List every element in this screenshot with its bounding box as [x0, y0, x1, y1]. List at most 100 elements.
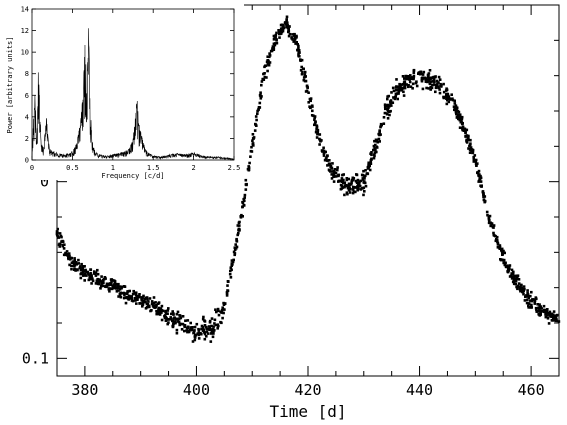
data-point [295, 34, 298, 38]
data-point [266, 61, 270, 64]
data-point [351, 188, 355, 191]
data-point [193, 336, 197, 339]
data-point [415, 84, 419, 88]
data-point [187, 330, 191, 334]
data-point [431, 83, 434, 87]
data-point [421, 87, 425, 91]
data-point [79, 276, 83, 280]
data-point [272, 38, 276, 41]
data-point [189, 326, 193, 329]
data-point [534, 306, 538, 310]
data-point [434, 86, 438, 90]
data-point [242, 197, 245, 201]
data-point [384, 107, 387, 111]
data-point [220, 311, 224, 314]
data-point [70, 264, 73, 268]
data-point [152, 296, 156, 299]
data-point [89, 268, 93, 271]
data-point [364, 169, 367, 172]
data-point [454, 104, 458, 107]
data-point [419, 70, 423, 74]
data-point [214, 323, 218, 327]
main-chart: 380 400 420 440 460 00.1 Time [d] [22, 4, 561, 421]
data-point [411, 87, 414, 90]
data-point [61, 244, 65, 248]
data-point [526, 289, 529, 292]
data-point [210, 317, 214, 320]
data-point [275, 38, 278, 41]
data-point [530, 290, 533, 294]
data-point [372, 148, 375, 152]
data-point [253, 129, 257, 132]
data-point [391, 86, 395, 90]
data-point [111, 285, 114, 289]
data-point [101, 284, 105, 288]
inset-x-axis-title: Frequency [c/d] [101, 172, 164, 180]
data-point [193, 325, 197, 329]
data-point [518, 287, 522, 291]
data-point [82, 273, 86, 277]
data-point [205, 327, 208, 331]
data-point [487, 221, 491, 225]
data-point [479, 176, 483, 180]
data-point [287, 25, 291, 28]
data-point [457, 116, 460, 119]
data-point [74, 268, 78, 271]
data-point [97, 282, 101, 286]
data-point [350, 183, 353, 186]
data-point [538, 305, 541, 308]
data-point [477, 173, 480, 177]
data-point [332, 173, 335, 177]
data-point [68, 254, 71, 258]
data-point [436, 82, 439, 85]
data-point [332, 171, 336, 175]
data-point [157, 309, 160, 312]
data-point [100, 275, 103, 278]
data-point [546, 317, 550, 320]
data-point [495, 235, 499, 239]
data-point [118, 292, 122, 296]
data-point [208, 319, 212, 323]
data-point [316, 130, 320, 134]
data-point [122, 291, 126, 295]
data-point [446, 92, 449, 96]
data-point [84, 268, 87, 272]
data-point [427, 75, 430, 78]
data-point [266, 69, 269, 73]
data-point [115, 290, 119, 293]
data-point [296, 48, 299, 52]
data-point [285, 25, 289, 29]
data-point [369, 162, 373, 165]
data-point [504, 261, 507, 265]
data-point [92, 272, 96, 275]
data-point [160, 304, 164, 308]
data-point [507, 267, 510, 271]
data-point [147, 304, 151, 308]
data-point [249, 155, 252, 158]
data-point [98, 279, 102, 283]
data-point [91, 277, 94, 280]
data-point [150, 300, 154, 303]
data-point [458, 113, 462, 116]
data-point [470, 148, 473, 151]
data-point [491, 225, 495, 229]
inset-chart: 0 0.5 1 1.5 2 2.5 0 2 4 6 8 10 12 14 Frequency [c/d]… [0, 0, 244, 180]
data-point [444, 95, 448, 98]
data-point [512, 280, 516, 284]
data-point [375, 138, 379, 142]
data-point [396, 97, 399, 101]
data-point [375, 150, 378, 154]
data-point [67, 252, 71, 255]
x-tick-label: 420 [294, 381, 321, 399]
data-point [114, 286, 117, 290]
data-point [265, 76, 268, 79]
data-point [142, 300, 145, 304]
data-point [203, 319, 206, 322]
data-point [322, 146, 325, 150]
data-point [352, 177, 356, 180]
data-point [526, 298, 529, 302]
data-point [350, 179, 354, 183]
data-point [58, 245, 61, 248]
data-point [99, 287, 102, 290]
data-point [379, 125, 382, 129]
